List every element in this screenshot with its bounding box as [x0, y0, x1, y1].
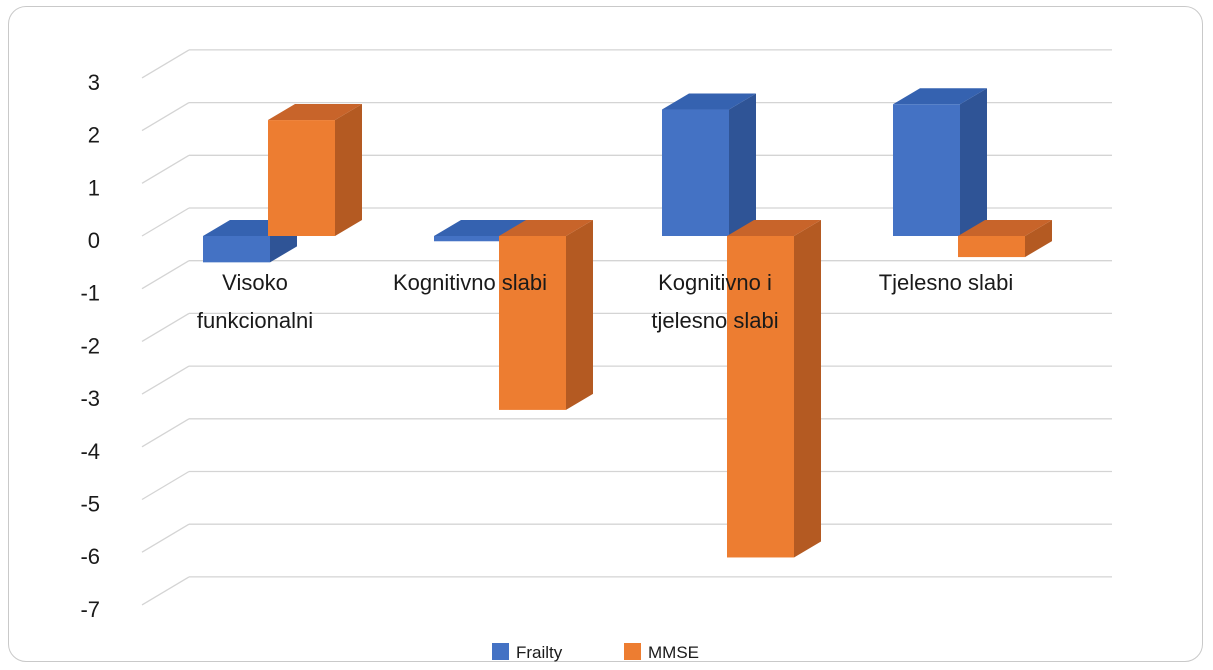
- gridline-diag: [141, 49, 190, 79]
- category-label-2: Kognitivno slabi: [393, 270, 547, 295]
- legend: Frailty MMSE: [492, 643, 699, 662]
- bar-frailty-4: [893, 88, 987, 236]
- y-tick-label: -6: [80, 544, 100, 569]
- y-tick-label: 3: [88, 70, 100, 95]
- bar-mmse-3: [727, 220, 821, 558]
- bar-mmse-4: [958, 220, 1052, 258]
- legend-label-frailty: Frailty: [516, 643, 563, 662]
- y-tick-label: -2: [80, 333, 100, 358]
- gridline-diag: [141, 576, 190, 606]
- y-tick-label: -4: [80, 439, 100, 464]
- bar-mmse-1: [268, 104, 362, 236]
- y-tick-label: 0: [88, 228, 100, 253]
- gridline-diag: [141, 154, 190, 184]
- y-tick-label: -1: [80, 281, 100, 306]
- legend-label-mmse: MMSE: [648, 643, 699, 662]
- gridline-diag: [141, 418, 190, 448]
- y-tick-label: -3: [80, 386, 100, 411]
- y-tick-label: 2: [88, 123, 100, 148]
- gridline-diag: [141, 312, 190, 342]
- category-label-3: Kognitivno i tjelesno slabi: [651, 270, 778, 333]
- gridline-diag: [141, 365, 190, 395]
- legend-swatch-frailty: [492, 643, 509, 660]
- y-axis-ticks: 3 2 1 0 -1 -2 -3 -4 -5 -6 -7: [80, 70, 100, 622]
- gridline-diag: [141, 523, 190, 553]
- y-tick-label: -7: [80, 597, 100, 622]
- bars: [203, 88, 1052, 558]
- bar-frailty-3: [662, 93, 756, 237]
- chart-frame: [8, 6, 1203, 662]
- legend-swatch-mmse: [624, 643, 641, 660]
- y-tick-label: 1: [88, 175, 100, 200]
- gridline-diag: [141, 470, 190, 501]
- gridline-diag: [141, 260, 190, 290]
- gridline-diag: [141, 102, 190, 132]
- category-label-1: Visoko funkcionalni: [197, 270, 313, 333]
- category-labels: Visoko funkcionalni Kognitivno slabi Kognit…: [197, 270, 1013, 333]
- gridline-diag: [141, 207, 190, 237]
- category-label-4: Tjelesno slabi: [879, 270, 1014, 295]
- bar-mmse-2: [499, 220, 593, 410]
- y-tick-label: -5: [80, 492, 100, 517]
